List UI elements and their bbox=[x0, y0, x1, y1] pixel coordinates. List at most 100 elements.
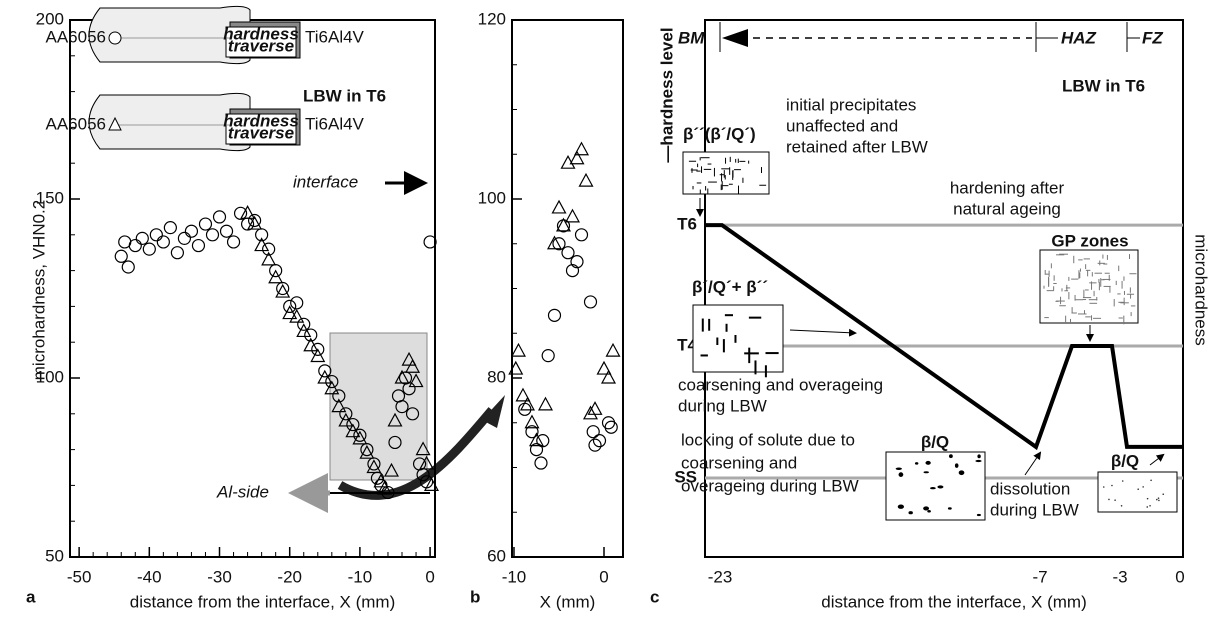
particle bbox=[925, 460, 931, 465]
zoom-region bbox=[329, 332, 428, 481]
data-point bbox=[303, 337, 319, 352]
panel-label: a bbox=[26, 587, 36, 606]
data-point bbox=[387, 412, 403, 427]
data-point bbox=[261, 251, 277, 266]
data-point bbox=[541, 349, 555, 363]
annotation: β/Q bbox=[1111, 451, 1139, 470]
particle bbox=[1121, 480, 1124, 482]
microstructure bbox=[1097, 471, 1178, 513]
data-point bbox=[423, 477, 439, 491]
data-point bbox=[262, 242, 276, 256]
data-point bbox=[205, 228, 220, 242]
particle bbox=[897, 504, 904, 509]
microstructure bbox=[1039, 249, 1139, 324]
x-axis-label: X (mm) bbox=[540, 592, 596, 611]
particle bbox=[1142, 486, 1144, 488]
zone-label: FZ bbox=[1142, 28, 1163, 47]
data-point bbox=[338, 412, 354, 427]
data-point bbox=[226, 235, 241, 249]
data-point bbox=[128, 238, 142, 253]
data-point bbox=[605, 342, 621, 357]
particle bbox=[948, 454, 953, 459]
marker-icon bbox=[108, 31, 122, 45]
data-point bbox=[555, 217, 572, 232]
annotation: β´/Q´+ β´´ bbox=[692, 277, 768, 296]
x-tick-label: 0 bbox=[425, 567, 434, 586]
data-point bbox=[588, 438, 602, 452]
data-point bbox=[578, 172, 594, 187]
annotation: natural ageing bbox=[953, 199, 1061, 218]
data-line bbox=[705, 223, 1183, 451]
x-tick-label: -30 bbox=[207, 567, 232, 586]
annotation: unaffected and bbox=[786, 116, 898, 135]
y-tick-label: 100 bbox=[36, 367, 64, 386]
data-point bbox=[289, 308, 305, 323]
data-point bbox=[352, 430, 368, 445]
particle bbox=[1137, 488, 1139, 491]
data-point bbox=[519, 396, 535, 411]
data-point bbox=[353, 428, 367, 442]
data-point bbox=[573, 141, 590, 156]
y-tick-label: 60 bbox=[487, 546, 506, 565]
inset-label: traverse bbox=[228, 36, 294, 55]
data-point bbox=[346, 417, 360, 432]
data-point bbox=[247, 215, 263, 230]
zoom-arrow-head bbox=[482, 395, 505, 428]
y-tick-label: T4 bbox=[677, 335, 697, 354]
particle bbox=[1158, 499, 1160, 502]
particle bbox=[895, 467, 902, 470]
zone-label: BM bbox=[678, 28, 705, 47]
plot-frame bbox=[704, 19, 1184, 558]
x-tick-label: -40 bbox=[137, 567, 162, 586]
data-point bbox=[529, 443, 544, 457]
data-point bbox=[366, 459, 382, 474]
data-point bbox=[373, 473, 389, 488]
annotation: β´´(β´/Q´) bbox=[683, 124, 756, 143]
annotation: interface bbox=[293, 172, 358, 191]
data-point bbox=[268, 269, 284, 284]
data-point bbox=[156, 235, 170, 249]
data-point bbox=[296, 323, 312, 338]
annotation: LBW in T6 bbox=[1062, 76, 1145, 95]
particle bbox=[914, 462, 919, 465]
x-tick-label: 0 bbox=[1175, 567, 1184, 586]
inset-label: AA6056 bbox=[46, 114, 107, 133]
data-point bbox=[583, 295, 598, 309]
y-tick-label: 80 bbox=[487, 367, 506, 386]
data-point bbox=[551, 199, 567, 214]
data-point bbox=[582, 405, 599, 420]
particle bbox=[898, 472, 904, 477]
data-point bbox=[240, 217, 255, 231]
annotation: hardening after bbox=[950, 178, 1065, 197]
particle bbox=[1157, 497, 1160, 499]
data-point bbox=[574, 228, 589, 242]
annotation: overageing during LBW bbox=[681, 476, 859, 495]
y-tick-label: 150 bbox=[36, 188, 64, 207]
x-axis-label: distance from the interface, X (mm) bbox=[821, 592, 1086, 611]
data-point bbox=[339, 407, 353, 421]
data-point bbox=[388, 435, 402, 450]
data-point bbox=[212, 210, 227, 224]
particle bbox=[975, 459, 982, 463]
data-point bbox=[142, 242, 156, 256]
data-point bbox=[184, 224, 199, 238]
data-point bbox=[283, 299, 297, 313]
data-point bbox=[560, 154, 576, 169]
data-point bbox=[290, 296, 304, 310]
particle bbox=[958, 470, 965, 476]
particle bbox=[923, 506, 930, 511]
y2-axis-label: microhardness bbox=[1192, 234, 1211, 346]
data-point bbox=[121, 260, 135, 274]
data-point bbox=[405, 407, 420, 421]
inset-label: hardness bbox=[223, 111, 299, 130]
particle bbox=[1149, 504, 1151, 507]
data-point bbox=[534, 456, 548, 470]
annotation: Al-side bbox=[216, 482, 269, 501]
data-point bbox=[331, 398, 347, 413]
data-point bbox=[282, 305, 298, 320]
data-point bbox=[586, 425, 600, 439]
weld-shape bbox=[88, 92, 251, 152]
data-point bbox=[345, 423, 361, 438]
y-tick-label: 120 bbox=[478, 9, 506, 28]
